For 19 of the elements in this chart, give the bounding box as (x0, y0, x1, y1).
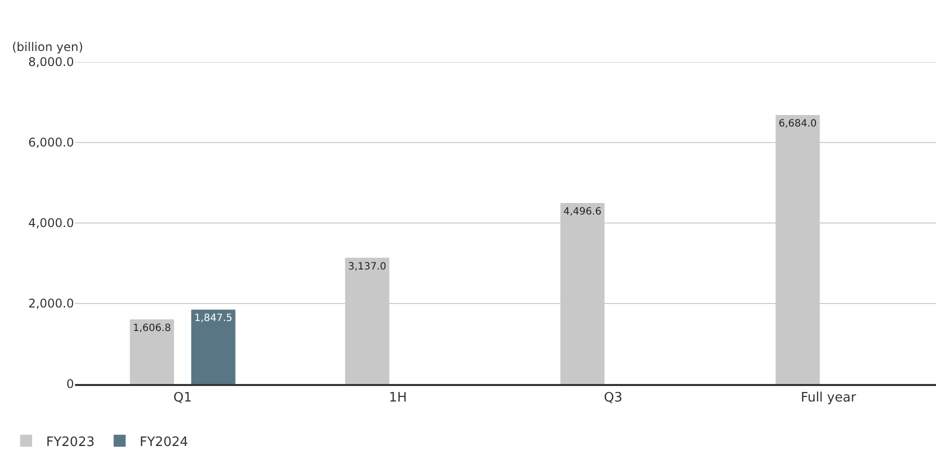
data-label: 1,606.8 (132, 322, 172, 334)
y-tick-label: 0 (66, 377, 74, 392)
x-tick-label: Full year (800, 390, 857, 406)
bar (130, 319, 174, 384)
y-tick-label: 6,000.0 (28, 136, 74, 150)
y-axis-title: (billion yen) (12, 40, 84, 54)
data-label: 3,137.0 (348, 261, 386, 272)
data-label: 4,496.6 (563, 206, 602, 218)
y-tick-label: 8,000.0 (28, 55, 74, 70)
y-tick-label: 2,000.0 (28, 296, 74, 311)
x-tick-label: Q3 (604, 390, 622, 406)
legend-label: FY2023 (46, 434, 95, 450)
bar (191, 310, 236, 384)
legend-label: FY2024 (140, 434, 188, 450)
data-label: 1,847.5 (194, 313, 232, 324)
x-tick-label: 1H (388, 390, 407, 406)
x-tick-label: Q1 (173, 390, 192, 406)
data-label: 6,684.0 (778, 118, 817, 130)
y-tick-label: 4,000.0 (28, 216, 74, 230)
